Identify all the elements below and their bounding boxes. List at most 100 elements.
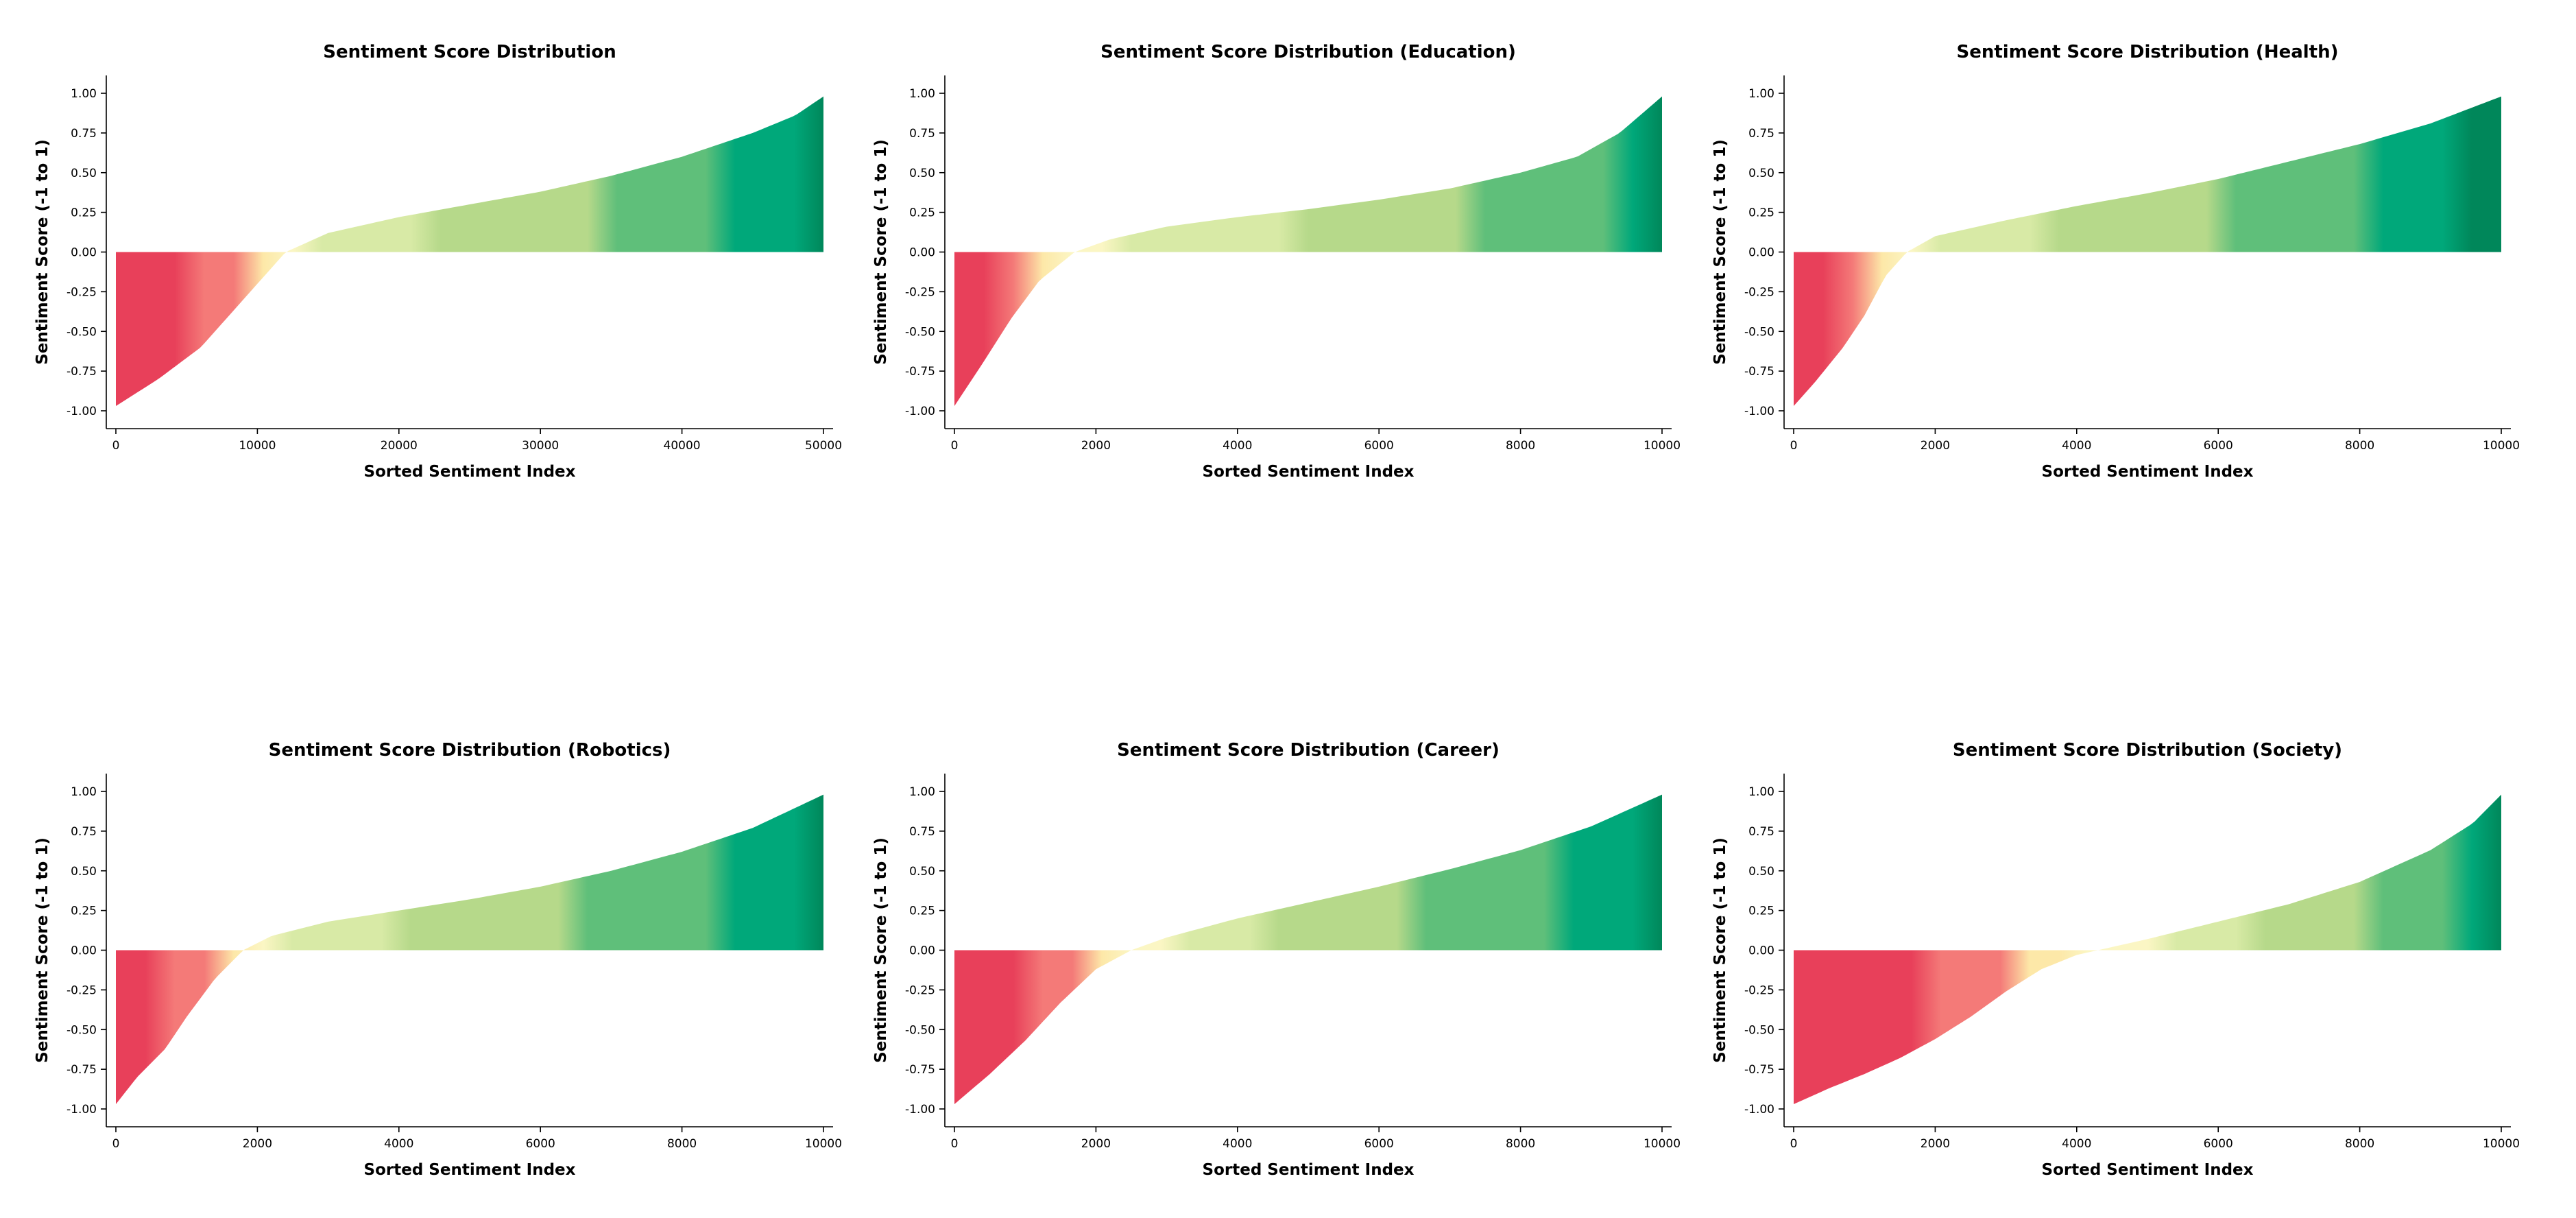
x-tick-label: 8000 — [2345, 439, 2374, 453]
x-tick-label: 40000 — [664, 439, 701, 453]
chart-title: Sentiment Score Distribution (Robotics) — [269, 740, 671, 761]
chart-panel-4: 1.00 0.75 0.50 0.25 0.00 -0.25 -0.50 -0.75 -1.00… — [34, 740, 842, 1179]
y-tick-label: -0.50 — [67, 1023, 97, 1037]
chart-title: Sentiment Score Distribution (Society) — [1953, 740, 2342, 761]
x-tick-label: 6000 — [1364, 439, 1394, 453]
sentiment-area — [1794, 794, 2501, 1105]
x-tick-label: 6000 — [2204, 439, 2233, 453]
y-tick-label: 0.75 — [1748, 825, 1774, 839]
y-axis-label: Sentiment Score (-1 to 1) — [1711, 139, 1729, 365]
y-tick-label: -0.25 — [905, 983, 935, 997]
x-tick-label: 4000 — [2062, 1137, 2091, 1151]
y-tick-label: 0.50 — [1748, 865, 1774, 879]
x-tick-label: 4000 — [384, 1137, 413, 1151]
y-axis-label: Sentiment Score (-1 to 1) — [34, 837, 51, 1063]
sentiment-area — [116, 794, 823, 1105]
x-tick-label: 10000 — [1644, 1137, 1681, 1151]
y-tick-label: 0.00 — [71, 944, 97, 958]
x-tick-label: 50000 — [805, 439, 842, 453]
y-axis-label: Sentiment Score (-1 to 1) — [1711, 837, 1729, 1063]
y-tick-label: -0.50 — [905, 1023, 935, 1037]
x-tick-label: 8000 — [2345, 1137, 2374, 1151]
y-tick-label: -1.00 — [905, 405, 935, 418]
x-axis-label: Sorted Sentiment Index — [2042, 463, 2254, 481]
y-tick-label: 0.00 — [1748, 246, 1774, 260]
chart-title: Sentiment Score Distribution — [323, 42, 616, 62]
x-tick-label: 10000 — [1644, 439, 1681, 453]
y-tick-label: -0.25 — [1744, 983, 1774, 997]
y-tick-label: -0.75 — [1744, 365, 1774, 379]
x-tick-label: 6000 — [1364, 1137, 1394, 1151]
sentiment-area — [1794, 96, 2501, 407]
y-tick-label: -0.75 — [1744, 1063, 1774, 1077]
y-tick-label: 0.50 — [909, 167, 935, 180]
y-axis-label: Sentiment Score (-1 to 1) — [872, 139, 890, 365]
x-tick-label: 4000 — [1223, 439, 1252, 453]
x-tick-label: 2000 — [1921, 439, 1950, 453]
x-tick-label: 0 — [951, 439, 959, 453]
y-tick-label: -0.25 — [905, 285, 935, 299]
y-tick-label: 1.00 — [71, 87, 97, 101]
x-tick-label: 10000 — [2483, 439, 2520, 453]
y-axis-label: Sentiment Score (-1 to 1) — [34, 139, 51, 365]
y-tick-label: -1.00 — [1744, 405, 1774, 418]
x-axis-label: Sorted Sentiment Index — [1203, 1161, 1415, 1179]
x-tick-label: 10000 — [805, 1137, 842, 1151]
x-tick-label: 2000 — [1081, 1137, 1111, 1151]
x-tick-label: 10000 — [239, 439, 276, 453]
y-tick-label: 0.50 — [909, 865, 935, 879]
chart-panel-3: 1.00 0.75 0.50 0.25 0.00 -0.25 -0.50 -0.75 -1.00… — [1711, 42, 2520, 481]
x-tick-label: 4000 — [2062, 439, 2091, 453]
x-tick-label: 0 — [1790, 1137, 1798, 1151]
x-axis-label: Sorted Sentiment Index — [364, 1161, 576, 1179]
y-tick-label: -0.50 — [1744, 1023, 1774, 1037]
y-tick-label: 0.50 — [71, 865, 97, 879]
chart-panel-1: 1.00 0.75 0.50 0.25 0.00 -0.25 -0.50 -0.75 -1.00… — [34, 42, 842, 481]
chart-title: Sentiment Score Distribution (Career) — [1117, 740, 1500, 761]
x-tick-label: 8000 — [667, 1137, 697, 1151]
y-tick-label: 0.75 — [1748, 127, 1774, 141]
y-tick-label: 0.25 — [909, 905, 935, 918]
x-tick-label: 0 — [1790, 439, 1798, 453]
x-tick-label: 0 — [112, 439, 120, 453]
y-tick-label: 0.25 — [1748, 206, 1774, 220]
x-axis-label: Sorted Sentiment Index — [2042, 1161, 2254, 1179]
y-tick-label: 0.75 — [909, 825, 935, 839]
x-tick-label: 8000 — [1506, 439, 1535, 453]
y-tick-label: -0.75 — [905, 1063, 935, 1077]
y-tick-label: -1.00 — [67, 1103, 97, 1116]
y-tick-label: 1.00 — [909, 785, 935, 799]
x-tick-label: 30000 — [522, 439, 559, 453]
y-tick-label: -0.25 — [1744, 285, 1774, 299]
x-tick-label: 4000 — [1223, 1137, 1252, 1151]
y-tick-label: 0.75 — [71, 127, 97, 141]
y-tick-label: 0.75 — [71, 825, 97, 839]
y-tick-label: -0.75 — [67, 365, 97, 379]
x-tick-label: 2000 — [1081, 439, 1111, 453]
y-tick-label: 1.00 — [1748, 87, 1774, 101]
y-tick-label: -1.00 — [67, 405, 97, 418]
y-tick-label: 0.00 — [71, 246, 97, 260]
y-tick-label: 1.00 — [909, 87, 935, 101]
x-axis-label: Sorted Sentiment Index — [364, 463, 576, 481]
y-tick-label: -0.25 — [67, 285, 97, 299]
y-tick-label: -1.00 — [905, 1103, 935, 1116]
sentiment-area — [954, 794, 1662, 1105]
y-tick-label: 0.25 — [71, 905, 97, 918]
y-tick-label: -0.25 — [67, 983, 97, 997]
sentiment-area — [116, 96, 823, 407]
chart-panel-6: 1.00 0.75 0.50 0.25 0.00 -0.25 -0.50 -0.75 -1.00… — [1711, 740, 2520, 1179]
y-tick-label: 1.00 — [1748, 785, 1774, 799]
y-tick-label: 0.25 — [909, 206, 935, 220]
chart-panel-2: 1.00 0.75 0.50 0.25 0.00 -0.25 -0.50 -0.75 -1.00… — [872, 42, 1681, 481]
y-tick-label: -0.75 — [905, 365, 935, 379]
x-tick-label: 2000 — [243, 1137, 272, 1151]
y-tick-label: -0.75 — [67, 1063, 97, 1077]
chart-title: Sentiment Score Distribution (Education) — [1100, 42, 1516, 62]
y-tick-label: -0.50 — [905, 325, 935, 339]
x-tick-label: 2000 — [1921, 1137, 1950, 1151]
y-tick-label: 1.00 — [71, 785, 97, 799]
y-tick-label: 0.75 — [909, 127, 935, 141]
chart-panel-5: 1.00 0.75 0.50 0.25 0.00 -0.25 -0.50 -0.75 -1.00… — [872, 740, 1681, 1179]
